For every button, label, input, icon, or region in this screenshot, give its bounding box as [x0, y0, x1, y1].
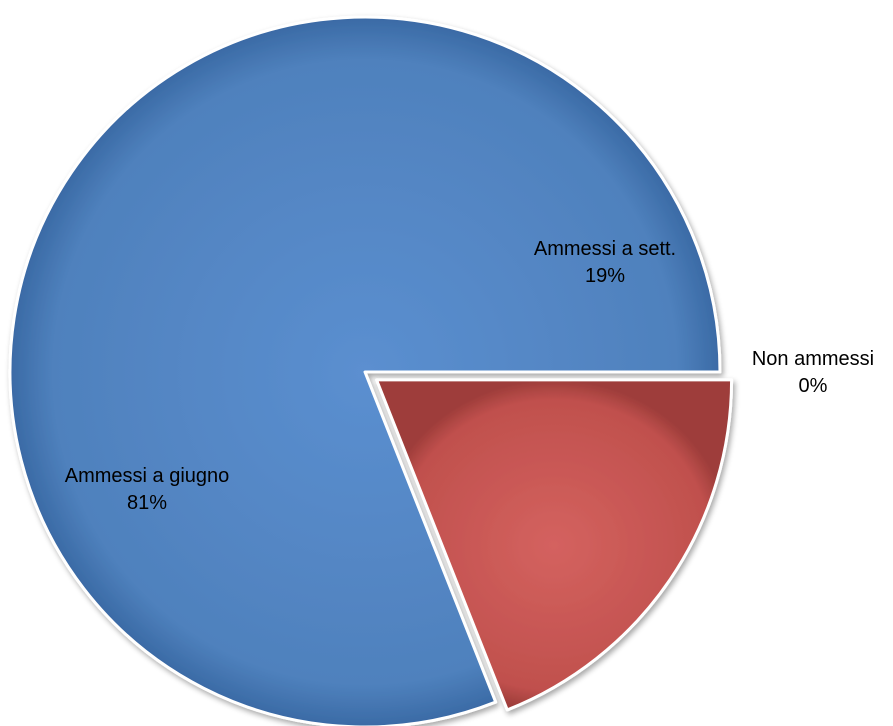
data-label-percent: 0% [799, 375, 828, 397]
data-label-ammessi-a-giugno: Ammessi a giugno 81% [65, 465, 230, 514]
data-label-non-ammessi: Non ammessi 0% [752, 348, 874, 397]
data-label-percent: 19% [585, 265, 625, 287]
pie-slice-ammessi-a-giugno [8, 15, 722, 726]
data-label-percent: 81% [127, 492, 167, 514]
pie-data-labels: Ammessi a giugno 81% Ammessi a sett. 19% Non… [65, 238, 874, 514]
data-label-category: Ammessi a giugno [65, 465, 230, 487]
data-label-category: Non ammessi [752, 348, 874, 370]
data-label-category: Ammessi a sett. [534, 238, 676, 260]
pie-slice-ammessi-a-sett [375, 378, 734, 712]
data-label-ammessi-a-sett: Ammessi a sett. 19% [534, 238, 676, 287]
pie-slices [8, 15, 734, 726]
